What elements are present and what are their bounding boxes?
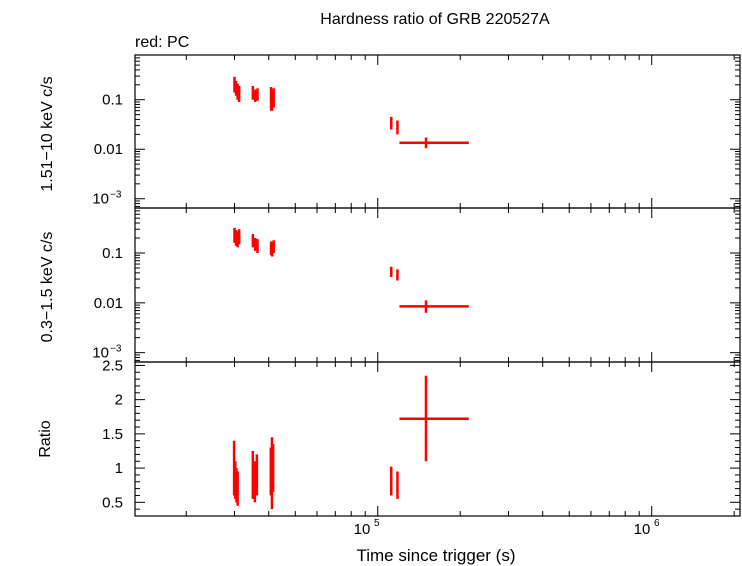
x-axis-label: Time since trigger (s) <box>356 546 515 565</box>
panel-frame <box>134 361 741 517</box>
data-point <box>272 240 275 254</box>
data-point <box>251 234 255 248</box>
data-point <box>237 229 241 245</box>
x-tick-label-1e6: 10 6 <box>634 518 660 538</box>
x-tick-base: 10 <box>634 521 651 538</box>
data-point <box>389 466 393 496</box>
data-point <box>256 239 259 254</box>
chart-title: Hardness ratio of GRB 220527A <box>320 11 550 28</box>
data-point <box>389 116 393 130</box>
data-point <box>253 461 257 503</box>
data-point <box>251 85 255 100</box>
y-tick-label: 10 <box>92 345 109 362</box>
panel-soft-band: 0.3−1.5 keV c/s 0.1 0.01 10 −3 <box>39 207 741 363</box>
x-tick-exponent: 5 <box>374 518 380 529</box>
x-tick-label-1e5: 10 5 <box>354 518 380 538</box>
x-tick-base: 10 <box>354 521 371 538</box>
y-tick-label: 2 <box>115 392 123 409</box>
y-tick-exponent: −3 <box>110 190 122 201</box>
data-point <box>272 88 275 108</box>
y-tick-label: 10 <box>92 191 109 208</box>
data-point <box>389 266 393 278</box>
y-tick-label: 0.1 <box>102 92 123 109</box>
data-point <box>256 88 259 101</box>
panel-frame <box>134 54 741 209</box>
data-point <box>399 137 469 149</box>
y-axis-label: 0.3−1.5 keV c/s <box>39 232 56 343</box>
y-tick-label: 0.01 <box>94 141 123 158</box>
y-tick-label: 1 <box>115 460 123 477</box>
panel-ratio: Ratio 0.5 1 1.5 2 2.5 <box>37 357 741 517</box>
data-point <box>236 471 239 506</box>
y-tick-label: 2.5 <box>102 357 123 374</box>
data-point <box>237 85 241 102</box>
data-point <box>253 238 257 251</box>
y-tick-exponent: −3 <box>110 344 122 355</box>
panel-frame <box>134 207 741 363</box>
y-axis-label: 1.51−10 keV c/s <box>39 76 56 191</box>
legend-text: red: PC <box>135 34 189 51</box>
y-axis-label: Ratio <box>37 420 54 457</box>
data-point <box>251 450 255 499</box>
data-point <box>253 89 257 102</box>
panel-hard-band: 1.51−10 keV c/s 0.1 0.01 10 −3 <box>39 54 741 209</box>
data-point <box>396 120 399 135</box>
x-tick-exponent: 6 <box>654 518 660 529</box>
data-point <box>271 444 275 493</box>
y-tick-label: 0.1 <box>102 245 123 262</box>
data-point <box>255 454 259 496</box>
y-tick-label: 1.5 <box>102 426 123 443</box>
data-point <box>399 375 469 462</box>
y-tick-label: 0.5 <box>102 494 123 511</box>
data-point <box>396 471 399 499</box>
data-point <box>399 300 469 313</box>
y-tick-label: 0.01 <box>94 295 123 312</box>
data-point <box>396 269 399 281</box>
